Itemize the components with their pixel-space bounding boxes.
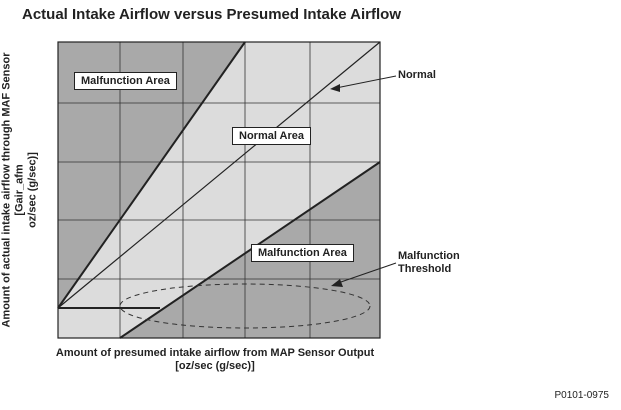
x-axis-label-line2: [oz/sec (g/sec)] (175, 360, 255, 372)
upper-threshold-line (57, 41, 246, 309)
x-axis-label: Amount of presumed intake airflow from M… (30, 347, 400, 373)
threshold-callout-line2: Threshold (398, 263, 452, 275)
normal-area-label: Normal Area (232, 127, 312, 145)
diagram-title: Actual Intake Airflow versus Presumed In… (22, 6, 401, 23)
threshold-strip (58, 308, 160, 338)
threshold-callout-line1: Malfunction (398, 250, 460, 262)
threshold-callout-arrow (331, 262, 397, 287)
threshold-ellipse (119, 283, 371, 329)
x-axis-label-line1: Amount of presumed intake airflow from M… (55, 347, 375, 359)
normal-area-band (58, 42, 380, 338)
plot-border (57, 41, 381, 339)
threshold-callout: Malfunction Threshold (398, 250, 460, 276)
y-axis-label-line2: [Gair_afm (13, 164, 26, 216)
figure-code: P0101-0975 (554, 390, 610, 401)
lower-threshold-line (119, 161, 381, 339)
lower-malfunction-area-label: Malfunction Area (251, 244, 354, 262)
grid (58, 42, 380, 338)
y-axis-label-line1: Amount of actual intake airflow through … (0, 52, 13, 328)
normal-callout-arrow (330, 75, 397, 92)
upper-malfunction-area-label: Malfunction Area (74, 72, 177, 90)
y-axis-label-line3: oz/sec (g/sec)] (26, 152, 39, 228)
normal-line (57, 41, 381, 309)
normal-callout: Normal (398, 69, 436, 81)
